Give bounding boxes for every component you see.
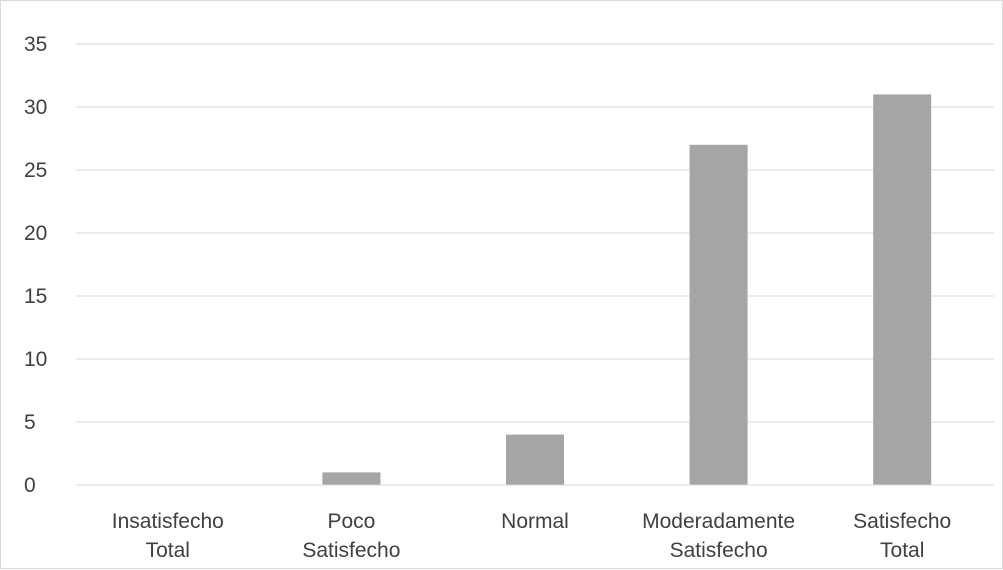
x-category-label-line: Satisfecho (670, 539, 768, 562)
x-category-label-line: Normal (501, 510, 569, 533)
y-tick-label: 5 (24, 411, 36, 434)
x-category-label-line: Total (146, 539, 190, 562)
x-category-label: Normal (501, 510, 569, 533)
x-category-label-line: Satisfecho (853, 510, 951, 533)
y-tick-label: 20 (24, 222, 47, 245)
x-category-label: Satisfecho Total (853, 510, 951, 562)
x-category-label-line: Moderadamente (642, 510, 795, 533)
x-category-label: Poco Satisfecho (302, 510, 400, 562)
x-category-label-line: Insatisfecho (112, 510, 224, 533)
x-category-labels: Insatisfecho Total Poco Satisfecho Normal Mod… (112, 510, 951, 562)
y-tick-label: 25 (24, 159, 47, 182)
bar (506, 434, 564, 485)
x-category-label: Insatisfecho Total (112, 510, 224, 562)
x-category-label: Moderadamente Satisfecho (642, 510, 795, 562)
gridlines (76, 43, 994, 423)
bar (322, 472, 381, 485)
bars (322, 94, 932, 486)
y-tick-label: 15 (24, 285, 47, 308)
x-category-label-line: Total (880, 539, 924, 562)
y-tick-label: 0 (24, 474, 36, 497)
x-category-label-line: Poco (327, 510, 375, 533)
y-tick-label: 10 (24, 348, 47, 371)
y-tick-label: 35 (24, 33, 47, 56)
y-tick-label: 30 (24, 96, 47, 119)
bar (689, 144, 748, 486)
x-category-label-line: Satisfecho (302, 539, 400, 562)
bar (873, 94, 932, 486)
y-tick-labels: 0 5 10 15 20 25 30 35 (24, 33, 47, 497)
